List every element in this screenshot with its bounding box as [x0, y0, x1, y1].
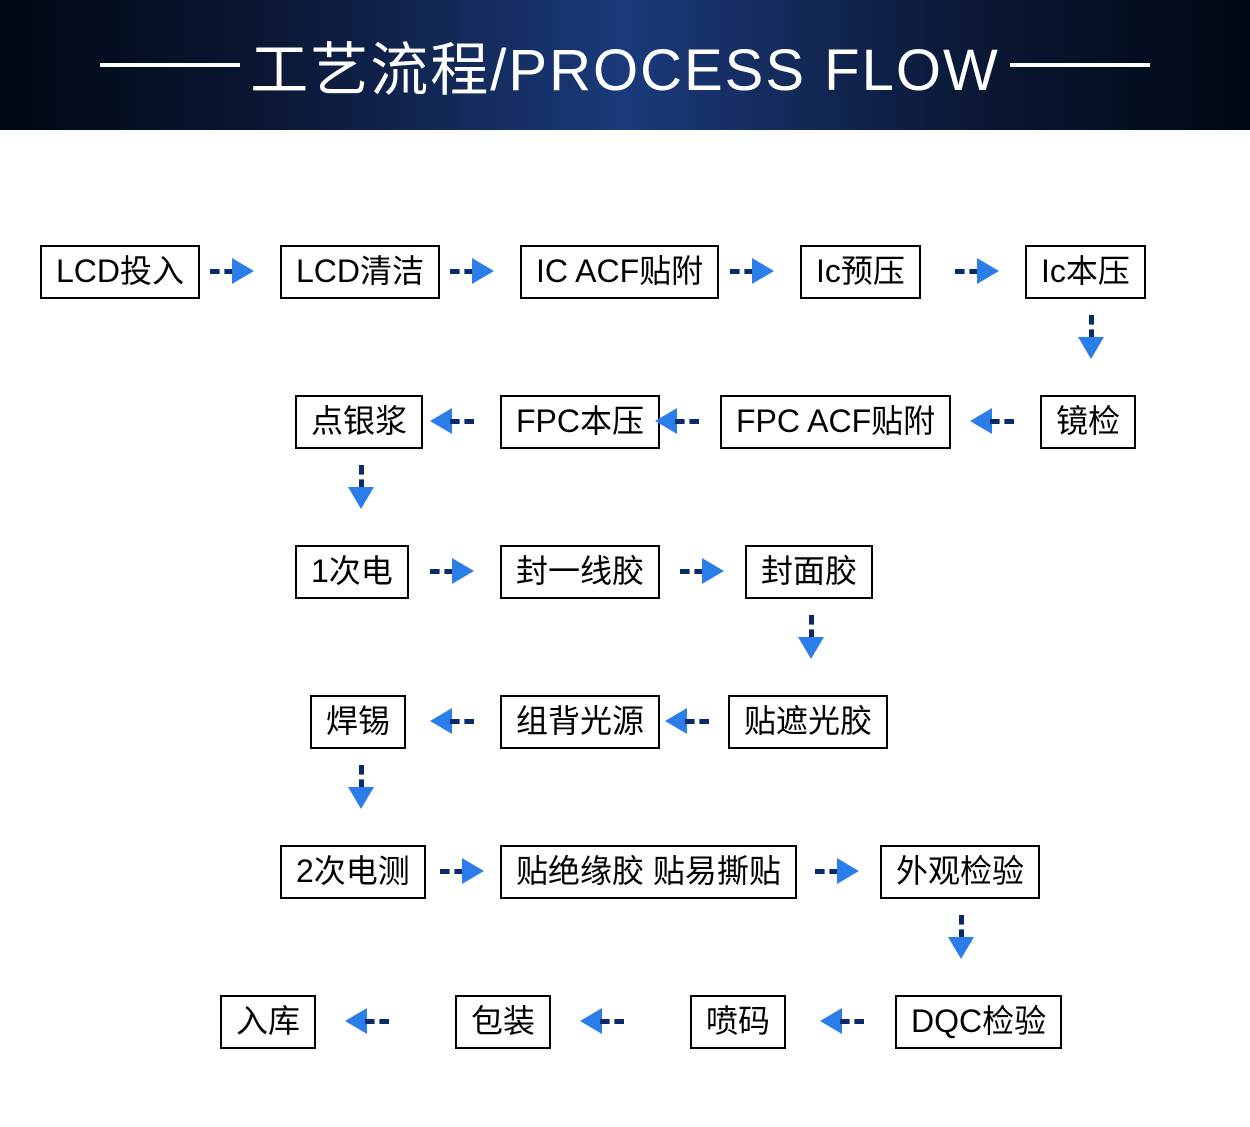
flow-node-n18: 外观检验 — [880, 845, 1040, 899]
arrow-n17-n18 — [815, 858, 859, 884]
header-line-left — [100, 63, 240, 67]
header-line-right — [1010, 63, 1150, 67]
arrow-n1-n2 — [210, 258, 254, 284]
arrow-n20-n21 — [580, 1008, 624, 1034]
flow-node-n21: 包装 — [455, 995, 551, 1049]
arrow-n4-n5 — [955, 258, 999, 284]
flow-node-n17: 贴绝缘胶 贴易撕贴 — [500, 845, 797, 899]
flow-node-n2: LCD清洁 — [280, 245, 440, 299]
header-banner: 工艺流程/PROCESS FLOW — [0, 0, 1250, 130]
arrow-n13-n14 — [665, 708, 709, 734]
arrow-n8-n9 — [430, 408, 474, 434]
arrow-n7-n8 — [655, 408, 699, 434]
flow-node-n11: 封一线胶 — [500, 545, 660, 599]
flow-node-n14: 组背光源 — [500, 695, 660, 749]
arrow-n19-n20 — [820, 1008, 864, 1034]
arrow-n9-n10 — [348, 465, 374, 509]
flow-node-n8: FPC本压 — [500, 395, 660, 449]
arrow-n18-n19 — [948, 915, 974, 959]
flow-node-n4: Ic预压 — [800, 245, 921, 299]
process-flow-diagram: LCD投入 LCD清洁 IC ACF贴附 Ic预压 Ic本压镜检 FPC ACF贴附 FPC… — [0, 130, 1250, 1127]
flow-node-n5: Ic本压 — [1025, 245, 1146, 299]
arrow-n2-n3 — [450, 258, 494, 284]
arrow-n11-n12 — [680, 558, 724, 584]
flow-node-n15: 焊锡 — [310, 695, 406, 749]
flow-node-n6: 镜检 — [1040, 395, 1136, 449]
arrow-n3-n4 — [730, 258, 774, 284]
flow-node-n22: 入库 — [220, 995, 316, 1049]
flow-node-n7: FPC ACF贴附 — [720, 395, 951, 449]
flow-node-n19: DQC检验 — [895, 995, 1062, 1049]
flow-node-n12: 封面胶 — [745, 545, 873, 599]
header-title: 工艺流程/PROCESS FLOW — [250, 23, 999, 107]
arrow-n21-n22 — [345, 1008, 389, 1034]
arrow-n14-n15 — [430, 708, 474, 734]
flow-node-n20: 喷码 — [690, 995, 786, 1049]
flow-node-n1: LCD投入 — [40, 245, 200, 299]
arrow-n15-n16 — [348, 765, 374, 809]
flow-node-n10: 1次电 — [295, 545, 409, 599]
flow-node-n3: IC ACF贴附 — [520, 245, 719, 299]
flow-node-n13: 贴遮光胶 — [728, 695, 888, 749]
arrow-n6-n7 — [970, 408, 1014, 434]
arrow-n12-n13 — [798, 615, 824, 659]
flow-node-n9: 点银浆 — [295, 395, 423, 449]
arrow-n16-n17 — [440, 858, 484, 884]
flow-node-n16: 2次电测 — [280, 845, 426, 899]
arrow-n10-n11 — [430, 558, 474, 584]
arrow-n5-n6 — [1078, 315, 1104, 359]
